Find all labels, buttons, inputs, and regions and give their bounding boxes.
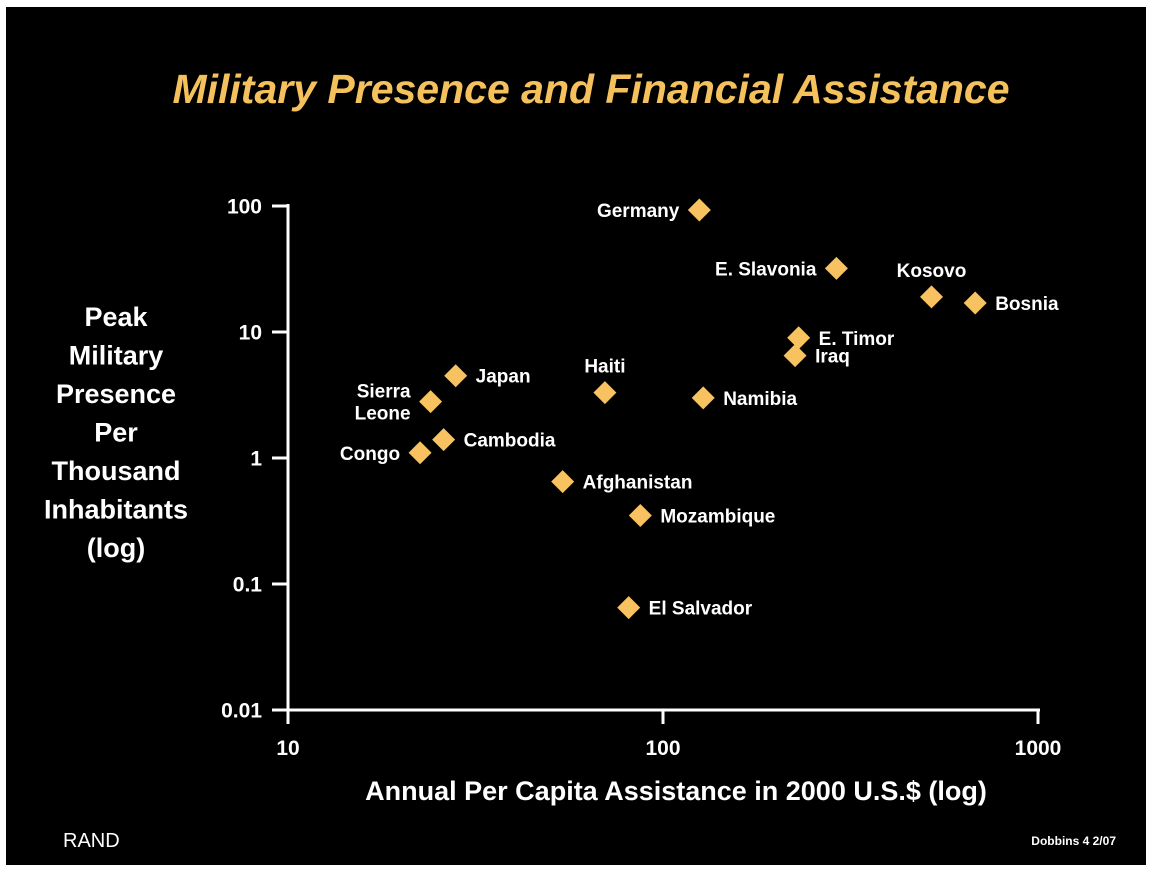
data-point-label: Japan (476, 367, 531, 388)
y-tick-label: 0.01 (221, 700, 262, 723)
data-point-marker (551, 470, 575, 494)
data-point-marker (963, 291, 987, 315)
data-point-marker (824, 256, 848, 280)
x-tick-label: 1000 (1015, 737, 1062, 760)
y-tick-label: 100 (227, 196, 262, 219)
data-point-label: E. Timor (819, 329, 895, 350)
y-tick-label: 10 (239, 322, 262, 345)
data-point-label: Kosovo (897, 261, 967, 282)
data-point-marker (593, 381, 617, 405)
data-point-marker (920, 285, 944, 309)
data-point-label: Bosnia (995, 294, 1059, 315)
data-point-label: Mozambique (660, 506, 775, 527)
data-point-label: Iraq (815, 347, 850, 368)
y-axis-label-line: (log) (87, 533, 145, 563)
y-tick-label: 1 (250, 448, 262, 471)
x-tick-label: 100 (645, 737, 680, 760)
y-axis-label-line: Per (94, 418, 138, 448)
x-tick-label: 10 (276, 737, 299, 760)
y-axis-label-line: Thousand (52, 456, 181, 486)
axis-ticks: 100 10 1 0.1 0.01 10 100 1000 (221, 196, 1061, 761)
footer-brand: RAND (63, 830, 120, 852)
data-point-marker (691, 386, 715, 410)
y-axis-label: Peak Military Presence Per Thousand Inhabitan… (44, 302, 188, 563)
scatter-chart: Military Presence and Financial Assistan… (44, 66, 1116, 852)
data-point-marker (628, 503, 652, 527)
x-axis-label: Annual Per Capita Assistance in 2000 U.S… (365, 776, 987, 806)
footer-citation: Dobbins 4 2/07 (1031, 834, 1116, 848)
data-point-marker (444, 364, 468, 388)
data-point-label: Sierra Leone (355, 382, 411, 425)
data-point-label: Germany (597, 201, 680, 222)
data-point-marker (419, 390, 443, 414)
data-point-marker (687, 198, 711, 222)
data-point-label: Namibia (723, 389, 797, 410)
data-point-label: Afghanistan (583, 473, 693, 494)
data-point-label: Haiti (584, 357, 625, 378)
y-axis-label-line: Peak (84, 302, 148, 332)
slide-background: Military Presence and Financial Assistan… (6, 7, 1146, 865)
data-point-label: Congo (340, 444, 400, 465)
data-point-marker (783, 344, 807, 368)
y-axis-label-line: Inhabitants (44, 495, 188, 525)
data-point-marker (617, 596, 641, 620)
chart-title: Military Presence and Financial Assistan… (172, 66, 1009, 112)
data-point-marker (787, 326, 811, 350)
data-point-label: E. Slavonia (715, 259, 817, 280)
data-point-marker (432, 428, 456, 452)
data-point-label: El Salvador (649, 599, 753, 620)
data-point-label: Cambodia (464, 431, 556, 452)
y-axis-label-line: Military (69, 341, 164, 371)
data-point-marker (408, 441, 432, 465)
data-points: Germany E. Slavonia Kosovo Bosnia E. TimorIr… (340, 198, 1059, 620)
y-axis-label-line: Presence (56, 379, 176, 409)
y-tick-label: 0.1 (233, 574, 263, 597)
